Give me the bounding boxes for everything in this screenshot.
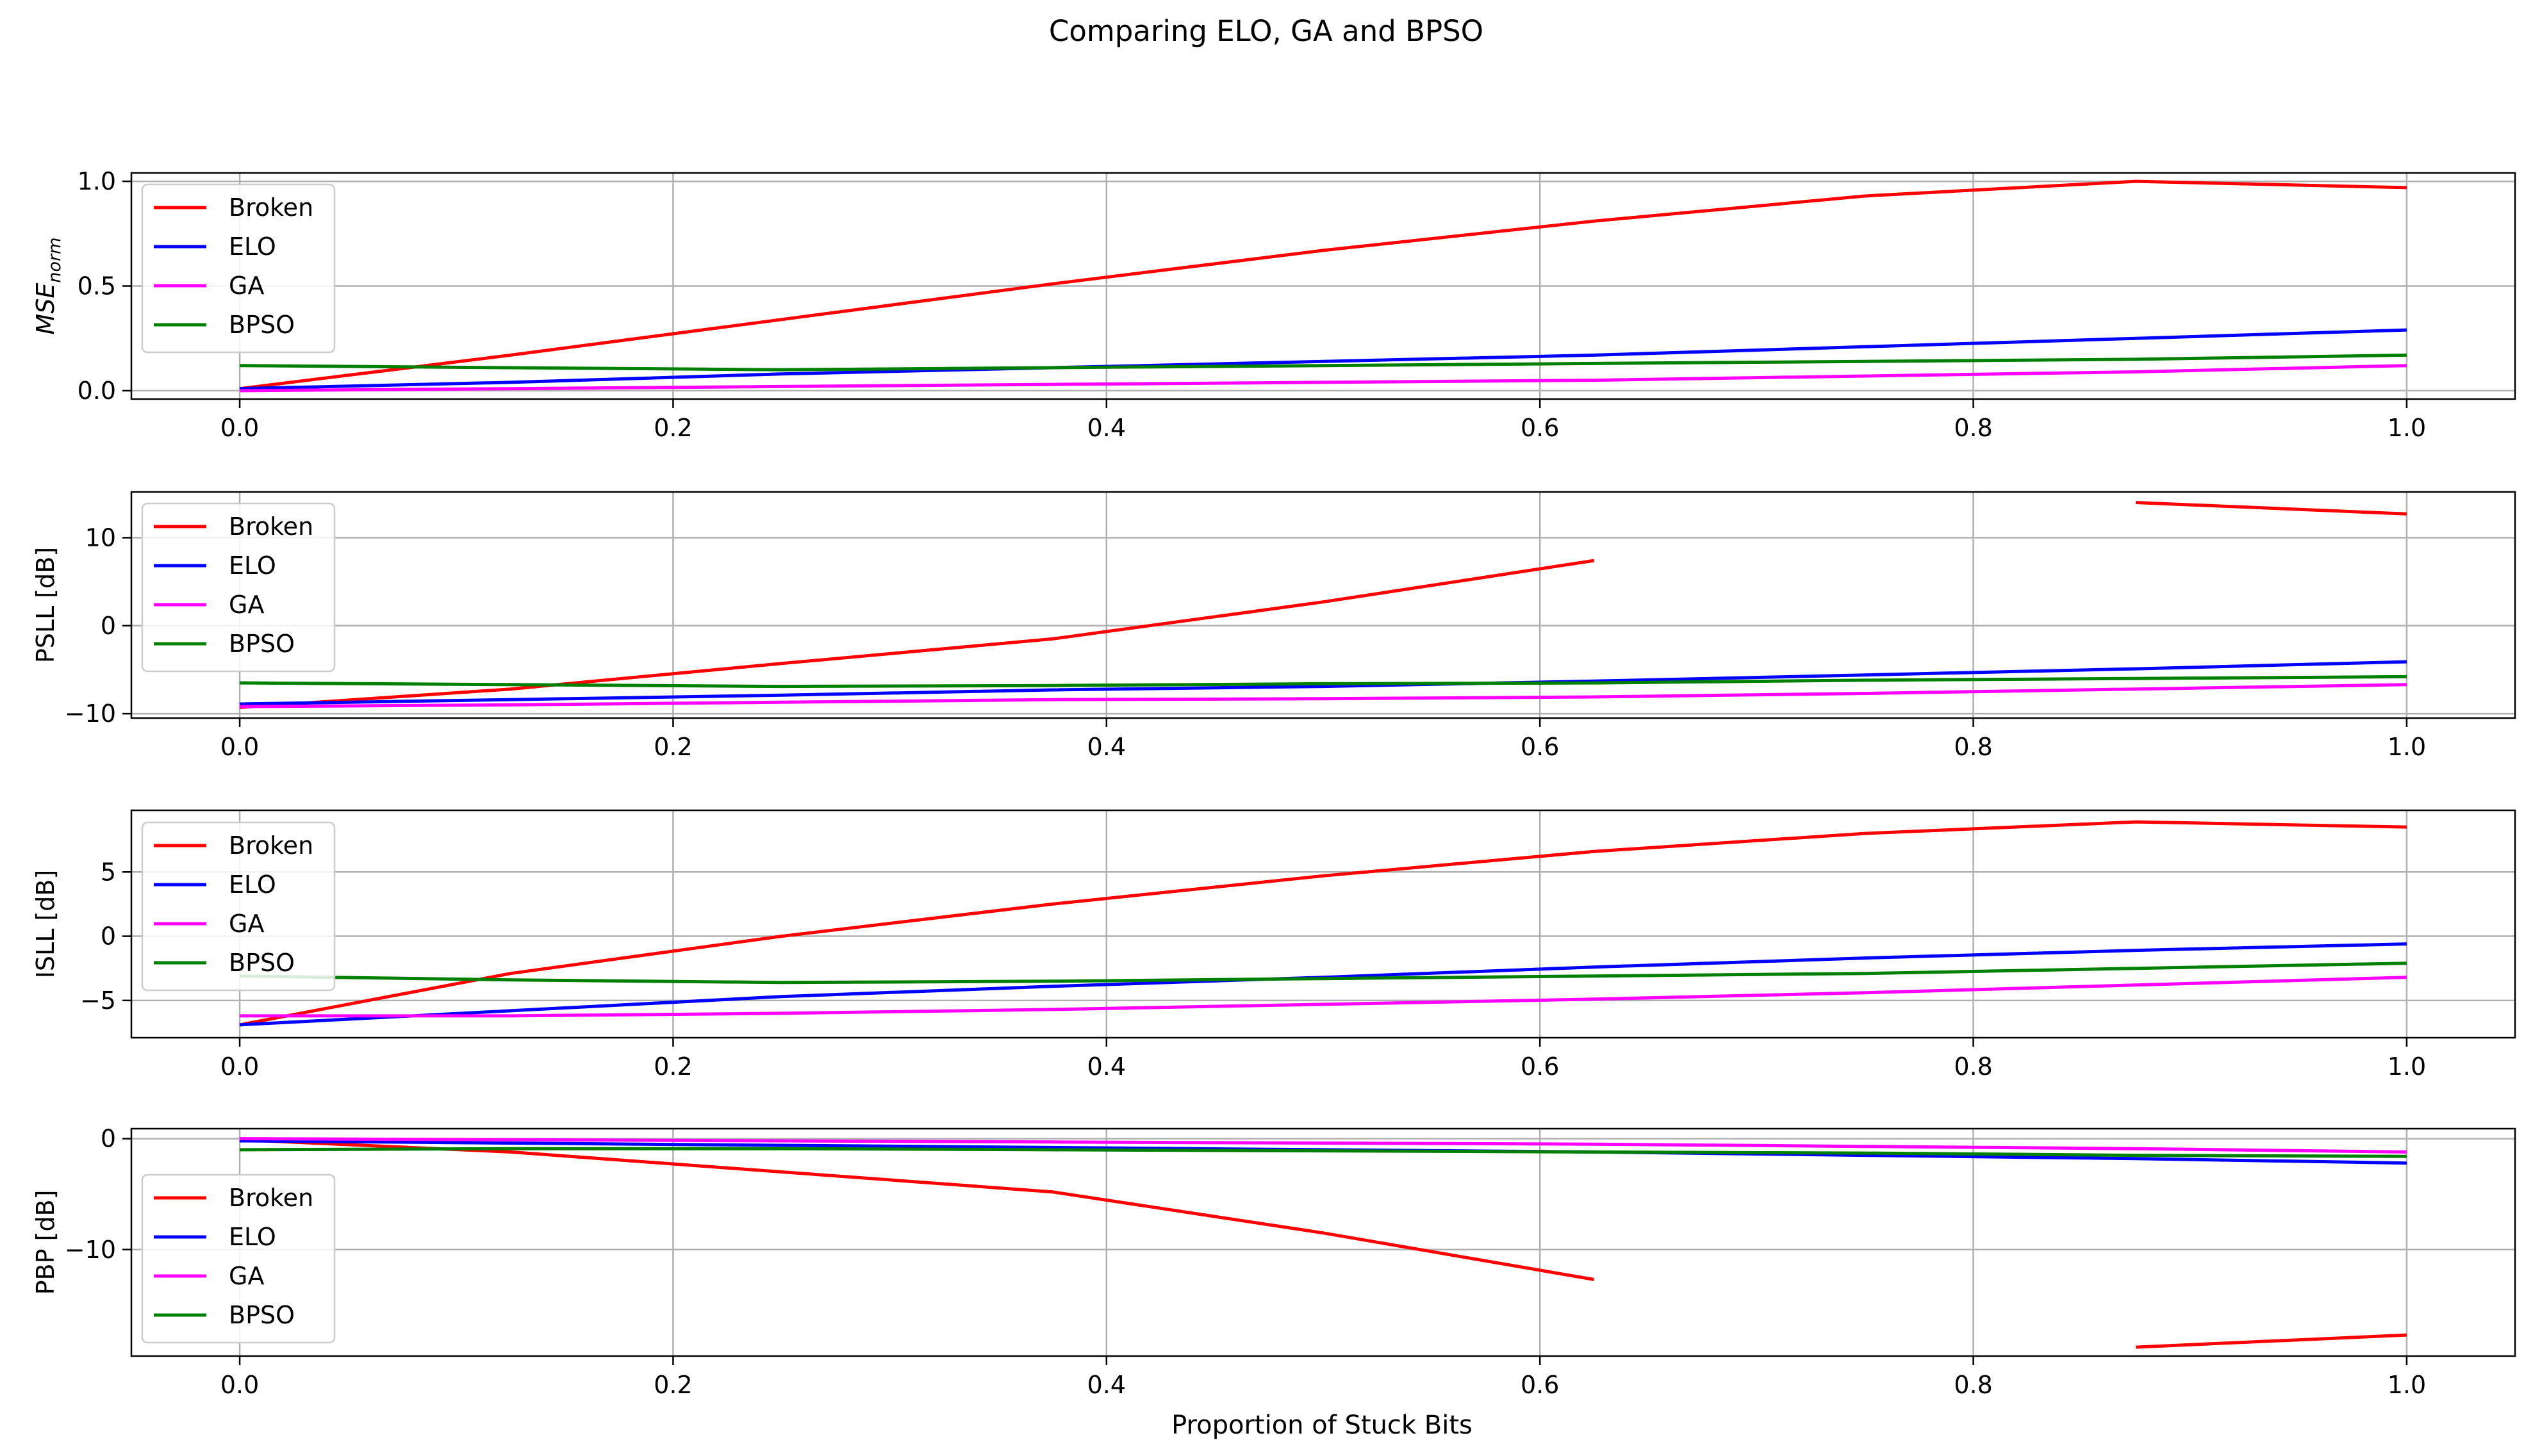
legend-label-broken: Broken xyxy=(229,1184,313,1212)
subplot-4: 0.0 0.2 0.4 0.6 0.8 1.0 −10 0 PBP [dB] Broken ELO G… xyxy=(31,1125,2516,1399)
series-line-ga xyxy=(240,1137,2407,1154)
legend-label-bpso: BPSO xyxy=(229,1301,295,1329)
y-tick-label: 0.5 xyxy=(78,272,116,300)
legend-box xyxy=(141,183,336,354)
series-line-broken xyxy=(239,179,2407,391)
y-tick-label: 10 xyxy=(85,523,116,552)
y-axis-label: PSLL [dB] xyxy=(31,547,60,663)
y-axis-label: PBP [dB] xyxy=(31,1190,60,1295)
y-tick-label: 0 xyxy=(101,612,116,640)
legend-box xyxy=(141,502,336,673)
series-line-bpso xyxy=(240,1147,2407,1158)
x-tick-label: 0.6 xyxy=(1521,733,1559,761)
x-tick-label: 0.0 xyxy=(220,1371,259,1399)
legend-label-ga: GA xyxy=(229,910,264,938)
y-tick-label: 5 xyxy=(101,858,116,886)
axes-frame xyxy=(130,809,2516,1039)
x-tick-label: 1.0 xyxy=(2388,1052,2426,1081)
legend-box xyxy=(141,821,336,992)
x-tick-label: 0.2 xyxy=(654,1052,692,1081)
x-tick-label: 1.0 xyxy=(2388,1371,2426,1399)
x-tick-label: 0.2 xyxy=(654,1371,692,1399)
y-tick-label: 0 xyxy=(101,922,116,951)
x-tick-label: 0.6 xyxy=(1521,1371,1559,1399)
x-tick-label: 0.4 xyxy=(1087,414,1126,442)
legend: Broken ELO GA BPSO xyxy=(141,1174,336,1344)
legend-label-elo: ELO xyxy=(229,871,276,899)
y-axis-label: MSEnorm xyxy=(31,238,65,335)
y-axis-label: ISLL [dB] xyxy=(31,870,60,979)
series-line-broken xyxy=(2136,1333,2407,1349)
series-line-elo xyxy=(240,328,2407,391)
y-tick-label: 1.0 xyxy=(78,167,116,195)
legend-label-elo: ELO xyxy=(229,233,276,261)
legend-label-bpso: BPSO xyxy=(229,949,295,977)
series-line-broken xyxy=(239,820,2407,1027)
subplot-2: 0.0 0.2 0.4 0.6 0.8 1.0 −10 0 10 PSLL [dB] Broken E… xyxy=(31,491,2516,761)
x-tick-label: 0.6 xyxy=(1521,1052,1559,1081)
legend-label-ga: GA xyxy=(229,1262,264,1290)
legend-label-elo: ELO xyxy=(229,552,276,580)
x-tick-label: 0.8 xyxy=(1954,1052,1992,1081)
x-tick-label: 0.8 xyxy=(1954,414,1992,442)
x-tick-label: 0.2 xyxy=(654,733,692,761)
x-tick-label: 0.8 xyxy=(1954,1371,1992,1399)
series-line-bpso xyxy=(240,353,2407,372)
legend-label-bpso: BPSO xyxy=(229,630,295,658)
series-line-ga xyxy=(240,976,2407,1018)
legend: Broken ELO GA BPSO xyxy=(141,502,336,673)
figure-title: Comparing ELO, GA and BPSO xyxy=(1049,14,1483,48)
x-tick-label: 1.0 xyxy=(2388,733,2426,761)
y-tick-label: 0 xyxy=(101,1125,116,1153)
x-tick-label: 0.4 xyxy=(1087,1371,1126,1399)
legend-label-elo: ELO xyxy=(229,1223,276,1251)
y-tick-label: −10 xyxy=(65,699,116,728)
legend-label-bpso: BPSO xyxy=(229,311,295,339)
x-tick-label: 0.4 xyxy=(1087,1052,1126,1081)
legend: Broken ELO GA BPSO xyxy=(141,821,336,992)
series-line-broken xyxy=(239,559,1595,709)
x-tick-label: 0.4 xyxy=(1087,733,1126,761)
legend-label-broken: Broken xyxy=(229,831,313,860)
y-tick-label: 0.0 xyxy=(78,377,116,405)
x-tick-label: 0.2 xyxy=(654,414,692,442)
legend-box xyxy=(141,1174,336,1344)
subplot-1: 0.0 0.2 0.4 0.6 0.8 1.0 0.0 0.5 1.0 MSEnorm Broken… xyxy=(31,167,2516,442)
series-line-elo xyxy=(240,660,2407,706)
series-line-broken xyxy=(2136,501,2407,516)
y-tick-label: −5 xyxy=(80,986,116,1015)
y-tick-label: −10 xyxy=(65,1236,116,1264)
x-axis-label: Proportion of Stuck Bits xyxy=(1171,1411,1473,1440)
x-tick-label: 0.0 xyxy=(220,1052,259,1081)
x-tick-label: 0.0 xyxy=(220,414,259,442)
x-tick-label: 0.0 xyxy=(220,733,259,761)
x-tick-label: 1.0 xyxy=(2388,414,2426,442)
legend-label-ga: GA xyxy=(229,272,264,300)
series-line-ga xyxy=(240,364,2407,393)
legend-label-ga: GA xyxy=(229,591,264,619)
axes-frame xyxy=(130,491,2516,719)
legend-label-broken: Broken xyxy=(229,193,313,222)
x-tick-label: 0.8 xyxy=(1954,733,1992,761)
legend: Broken ELO GA BPSO xyxy=(141,183,336,354)
subplot-3: 0.0 0.2 0.4 0.6 0.8 1.0 −5 0 5 ISLL [dB] Broken ELO… xyxy=(31,809,2516,1081)
y-axis-label-subscript: norm xyxy=(45,238,65,283)
series-line-ga xyxy=(240,683,2407,708)
legend-label-broken: Broken xyxy=(229,512,313,541)
series-line-bpso xyxy=(240,961,2407,985)
y-axis-label-main: MSE xyxy=(31,283,60,335)
series-line-bpso xyxy=(240,675,2407,689)
axes-frame xyxy=(130,1127,2516,1357)
x-tick-label: 0.6 xyxy=(1521,414,1559,442)
